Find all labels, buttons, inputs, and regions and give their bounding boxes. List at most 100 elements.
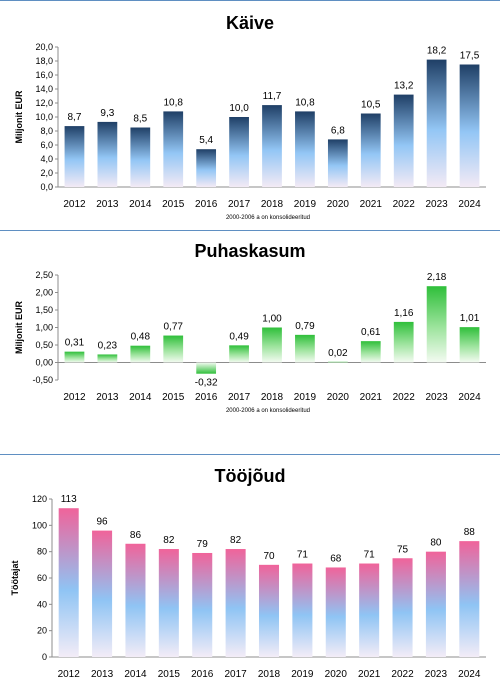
x-tick-label: 2013	[96, 199, 119, 210]
x-tick-label: 2018	[261, 199, 284, 210]
bar-2024	[459, 64, 480, 187]
x-tick-label: 2016	[191, 669, 214, 680]
data-label: 0,02	[328, 348, 348, 359]
bar-2020	[327, 139, 348, 187]
x-tick-label: 2021	[360, 392, 383, 403]
data-label: 9,3	[100, 108, 114, 119]
y-tick-label: 2,0	[40, 168, 53, 178]
chart-panel-puhaskasum: Puhaskasum Miljonit EUR -0,50 0,00 0,50 1,00 1…	[0, 231, 500, 453]
x-tick-label: 2013	[96, 392, 119, 403]
data-label: 96	[97, 517, 109, 528]
bar-2015	[163, 335, 184, 363]
x-tick-label: 2020	[327, 199, 350, 210]
y-tick-label: -0,50	[32, 375, 53, 385]
bar-2018	[258, 564, 280, 657]
bar-2017	[225, 549, 246, 657]
data-label: 2,18	[427, 272, 447, 283]
x-tick-label: 2020	[327, 392, 350, 403]
x-tick-label: 2012	[63, 199, 86, 210]
x-tick-label: 2024	[458, 392, 481, 403]
x-tick-label: 2014	[129, 199, 152, 210]
data-label: 75	[397, 544, 409, 555]
bar-2016	[192, 552, 213, 657]
data-label: 86	[130, 530, 142, 541]
y-tick-label: 100	[32, 520, 47, 530]
chart-title: Puhaskasum	[194, 241, 305, 261]
data-label: 5,4	[199, 135, 213, 146]
data-label: 8,7	[68, 112, 82, 123]
bar-2024	[459, 327, 480, 363]
x-tick-label: 2020	[325, 669, 348, 680]
data-label: 0,31	[65, 338, 85, 349]
y-tick-label: 0,0	[40, 182, 53, 192]
bar-2018	[262, 105, 282, 187]
x-tick-label: 2024	[458, 199, 481, 210]
y-tick-label: 8,0	[40, 126, 53, 136]
data-label: 70	[263, 551, 275, 562]
y-tick-label: 1,50	[35, 305, 53, 315]
y-tick-label: 0	[42, 652, 47, 662]
bar-2022	[392, 558, 413, 657]
bar-2019	[295, 334, 315, 363]
bar-2016	[196, 362, 217, 374]
y-tick-label: 60	[37, 573, 47, 583]
data-label: 113	[61, 494, 77, 505]
x-tick-label: 2019	[294, 199, 317, 210]
data-label: 88	[464, 527, 476, 538]
x-tick-label: 2021	[360, 199, 383, 210]
y-tick-label: 16,0	[35, 70, 53, 80]
data-label: 13,2	[394, 81, 414, 92]
y-tick-label: 18,0	[35, 56, 53, 66]
bar-2015	[158, 549, 179, 657]
bar-2013	[97, 354, 118, 363]
bar-2013	[92, 530, 113, 657]
y-tick-label: 4,0	[40, 154, 53, 164]
y-tick-label: 14,0	[35, 84, 53, 94]
top-divider	[0, 0, 500, 1]
bar-2017	[229, 345, 249, 363]
data-label: 0,48	[131, 332, 151, 343]
y-tick-label: 2,00	[35, 288, 53, 298]
data-label: 10,0	[229, 103, 249, 114]
bar-2015	[163, 111, 184, 187]
bar-2020	[325, 567, 346, 657]
bar-2023	[426, 59, 447, 187]
y-tick-label: 40	[37, 599, 47, 609]
data-label: 8,5	[133, 114, 147, 125]
x-tick-label: 2014	[124, 669, 147, 680]
data-label: 1,00	[262, 314, 282, 325]
bar-2016	[196, 149, 217, 187]
bar-2024	[459, 541, 480, 657]
data-label: 82	[163, 535, 175, 546]
bar-2017	[229, 117, 249, 187]
y-tick-label: 0,50	[35, 340, 53, 350]
bar-2012	[58, 508, 79, 657]
data-label: 68	[330, 553, 342, 564]
bar-2014	[125, 543, 146, 657]
x-tick-label: 2019	[294, 392, 317, 403]
toojoud-chart: Tööjõud Töötajat 0 20 40 60 80 100 120 113 2012 96 2…	[10, 466, 486, 680]
x-tick-label: 2018	[261, 392, 284, 403]
bar-2022	[393, 94, 414, 187]
data-label: 10,8	[295, 97, 315, 108]
y-tick-label: 80	[37, 547, 47, 557]
data-label: 79	[197, 539, 209, 550]
data-label: 80	[430, 538, 442, 549]
bar-2012	[64, 351, 85, 363]
x-tick-label: 2023	[425, 392, 448, 403]
x-tick-label: 2023	[425, 669, 448, 680]
kaive-chart: Käive Miljonit EUR 0,0 2,0 4,0 6,0 8,0 10,0 12,0…	[14, 13, 486, 221]
x-tick-label: 2022	[393, 199, 416, 210]
bar-2020	[327, 361, 348, 363]
x-tick-label: 2017	[224, 669, 247, 680]
x-tick-label: 2016	[195, 199, 218, 210]
x-tick-label: 2014	[129, 392, 152, 403]
bar-2023	[426, 286, 447, 363]
x-tick-label: 2023	[425, 199, 448, 210]
x-tick-label: 2017	[228, 392, 251, 403]
data-label: 10,5	[361, 100, 381, 111]
y-tick-label: 120	[32, 494, 47, 504]
y-tick-label: 12,0	[35, 98, 53, 108]
x-tick-label: 2013	[91, 669, 114, 680]
chart-note: 2000-2006 a on konsolideeritud	[226, 215, 310, 221]
